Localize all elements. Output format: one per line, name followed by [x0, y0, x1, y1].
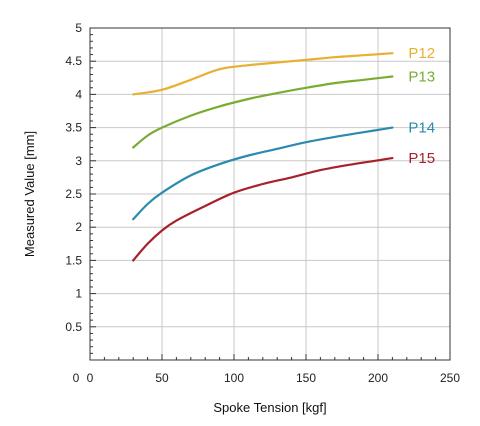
y-tick-labels: 0.5 1 1.5 2 2.5 3 3.5 4 4.5 5 0 — [65, 21, 82, 385]
x-tick-label: 250 — [440, 371, 460, 385]
series-lines — [132, 52, 394, 262]
y-tick-label: 4.5 — [65, 54, 82, 68]
series-line-p12 — [132, 52, 394, 96]
series-line-p15 — [132, 157, 394, 262]
y-tick-label: 3.5 — [65, 121, 82, 135]
x-tick-label: 0 — [87, 371, 94, 385]
x-axis-title: Spoke Tension [kgf] — [213, 400, 326, 415]
x-tick-label: 100 — [224, 371, 244, 385]
series-line-p14 — [132, 126, 394, 221]
y-tick-label: 2 — [75, 220, 82, 234]
origin-label: 0 — [73, 371, 80, 385]
series-label-p14: P14 — [408, 120, 435, 137]
y-tick-label: 5 — [75, 21, 82, 35]
y-tick-label: 3 — [75, 154, 82, 168]
plot-frame — [89, 27, 451, 361]
x-tick-label: 200 — [368, 371, 388, 385]
y-tick-label: 4 — [75, 87, 82, 101]
minor-ticks — [90, 34, 437, 360]
grid — [90, 28, 450, 360]
series-line-p13 — [132, 75, 394, 149]
x-tick-label: 50 — [155, 371, 169, 385]
series-label-p12: P12 — [408, 45, 435, 62]
x-tick-labels: 0 50 100 150 200 250 — [87, 371, 461, 385]
y-tick-label: 0.5 — [65, 320, 82, 334]
y-tick-label: 1 — [75, 287, 82, 301]
series-label-p15: P15 — [408, 150, 435, 167]
series-labels: P12 P13 P14 P15 — [408, 45, 435, 167]
y-tick-label: 1.5 — [65, 253, 82, 267]
x-tick-label: 150 — [296, 371, 316, 385]
y-axis-title: Measured Value [mm] — [22, 131, 37, 257]
series-label-p13: P13 — [408, 68, 435, 85]
y-tick-label: 2.5 — [65, 187, 82, 201]
